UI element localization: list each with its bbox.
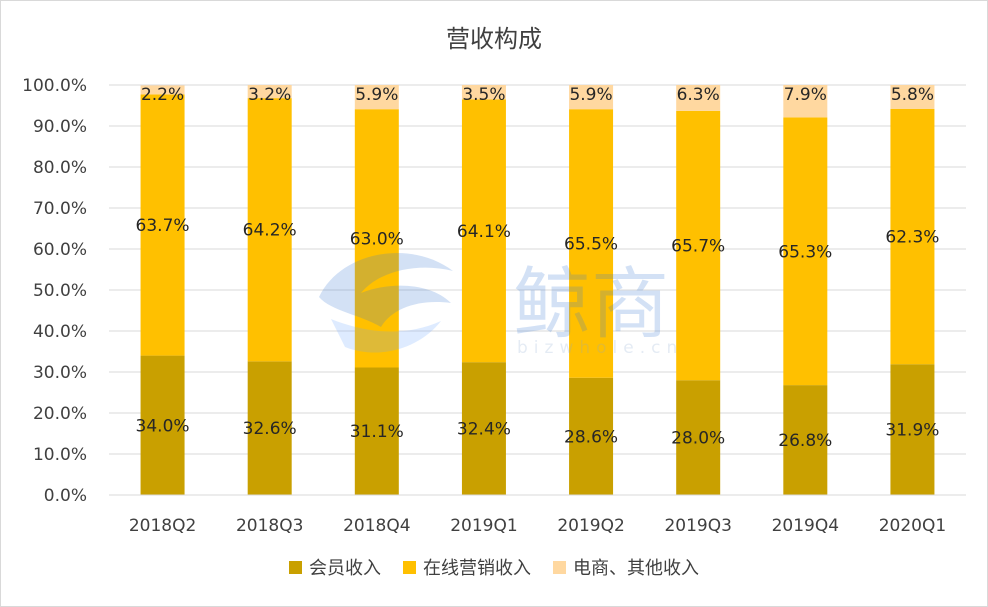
data-label: 34.0% xyxy=(136,416,190,436)
x-tick-label: 2019Q1 xyxy=(450,516,517,536)
data-label: 5.8% xyxy=(891,85,934,105)
data-label: 28.6% xyxy=(564,427,618,447)
bar-segment xyxy=(247,98,292,362)
data-label: 63.7% xyxy=(136,216,190,236)
bar-segment xyxy=(890,364,935,495)
y-tick-label: 10.0% xyxy=(33,445,87,465)
legend-swatch xyxy=(403,561,416,574)
data-labels: 34.0% 63.7% 2.2% 32.6% 64.2% 3.2% 31.1% 63.0% 5.… xyxy=(136,85,940,451)
data-label: 7.9% xyxy=(784,85,827,105)
legend-label: 在线营销收入 xyxy=(423,558,531,579)
x-tick-label: 2018Q4 xyxy=(343,516,410,536)
data-label: 64.2% xyxy=(243,221,297,241)
bar-segment xyxy=(676,110,721,381)
data-label: 26.8% xyxy=(778,431,832,451)
bar-segment xyxy=(569,85,614,110)
bar-segment xyxy=(354,85,399,110)
y-axis: 0.0% 10.0% 20.0% 30.0% 40.0% 50.0% 60.0% 70.0% 8… xyxy=(22,76,87,506)
data-label: 28.0% xyxy=(671,429,725,449)
bar-segment xyxy=(783,117,828,386)
data-label: 62.3% xyxy=(885,227,939,247)
bar-segment xyxy=(676,85,721,111)
bar-segment xyxy=(783,85,828,118)
bar-segment xyxy=(140,94,185,356)
bar-segment xyxy=(461,362,506,495)
data-label: 2.2% xyxy=(141,85,184,105)
bar-segment xyxy=(354,109,399,368)
data-label: 3.2% xyxy=(248,85,291,105)
data-label: 32.6% xyxy=(243,419,297,439)
legend-label: 电商、其他收入 xyxy=(573,558,699,579)
y-tick-label: 80.0% xyxy=(33,158,87,178)
y-tick-label: 30.0% xyxy=(33,363,87,383)
bar-segment xyxy=(783,385,828,495)
data-label: 32.4% xyxy=(457,420,511,440)
x-tick-label: 2019Q3 xyxy=(664,516,731,536)
data-label: 5.9% xyxy=(355,85,398,105)
x-tick-label: 2018Q2 xyxy=(129,516,196,536)
bar-segment xyxy=(890,108,935,365)
watermark: 鲸商 bizwhole.cn xyxy=(319,253,683,358)
x-tick-label: 2020Q1 xyxy=(879,516,946,536)
bar-segment xyxy=(461,99,506,363)
legend-swatch xyxy=(289,561,302,574)
watermark-url: bizwhole.cn xyxy=(517,338,683,358)
data-label: 63.0% xyxy=(350,229,404,249)
y-tick-label: 100.0% xyxy=(22,76,87,96)
data-label: 31.1% xyxy=(350,422,404,442)
chart-title: 营收构成 xyxy=(446,25,542,53)
data-label: 31.9% xyxy=(885,421,939,441)
x-tick-label: 2019Q2 xyxy=(557,516,624,536)
legend-swatch xyxy=(553,561,566,574)
bar-segment xyxy=(140,355,185,495)
y-tick-label: 40.0% xyxy=(33,322,87,342)
y-tick-label: 70.0% xyxy=(33,199,87,219)
data-label: 65.5% xyxy=(564,234,618,254)
data-label: 64.1% xyxy=(457,222,511,242)
watermark-wave-icon xyxy=(319,253,453,353)
legend-label: 会员收入 xyxy=(309,558,381,579)
bar-segment xyxy=(461,85,506,100)
y-tick-label: 60.0% xyxy=(33,240,87,260)
legend-item: 电商、其他收入 xyxy=(553,558,699,579)
y-tick-label: 90.0% xyxy=(33,117,87,137)
legend: 会员收入 在线营销收入 电商、其他收入 xyxy=(289,558,699,579)
bar-segment xyxy=(140,85,185,95)
bars xyxy=(140,85,935,495)
bar-segment xyxy=(890,85,935,109)
bar-segment xyxy=(676,380,721,495)
y-tick-label: 20.0% xyxy=(33,404,87,424)
data-label: 65.7% xyxy=(671,237,725,257)
data-label: 3.5% xyxy=(462,85,505,105)
x-axis: 2018Q2 2018Q3 2018Q4 2019Q1 2019Q2 2019Q3 2019… xyxy=(109,494,966,536)
bar-segment xyxy=(247,85,292,99)
legend-item: 会员收入 xyxy=(289,558,381,579)
legend-item: 在线营销收入 xyxy=(403,558,531,579)
bar-segment xyxy=(569,377,614,495)
y-tick-label: 50.0% xyxy=(33,281,87,301)
bar-segment xyxy=(354,367,399,495)
y-tick-label: 0.0% xyxy=(44,486,87,506)
bar-segment xyxy=(569,109,614,378)
data-label: 6.3% xyxy=(677,85,720,105)
bar-segment xyxy=(247,361,292,495)
x-tick-label: 2019Q4 xyxy=(772,516,839,536)
watermark-logo-text: 鲸商 xyxy=(513,260,669,350)
data-label: 5.9% xyxy=(569,85,612,105)
data-label: 65.3% xyxy=(778,242,832,262)
x-tick-label: 2018Q3 xyxy=(236,516,303,536)
